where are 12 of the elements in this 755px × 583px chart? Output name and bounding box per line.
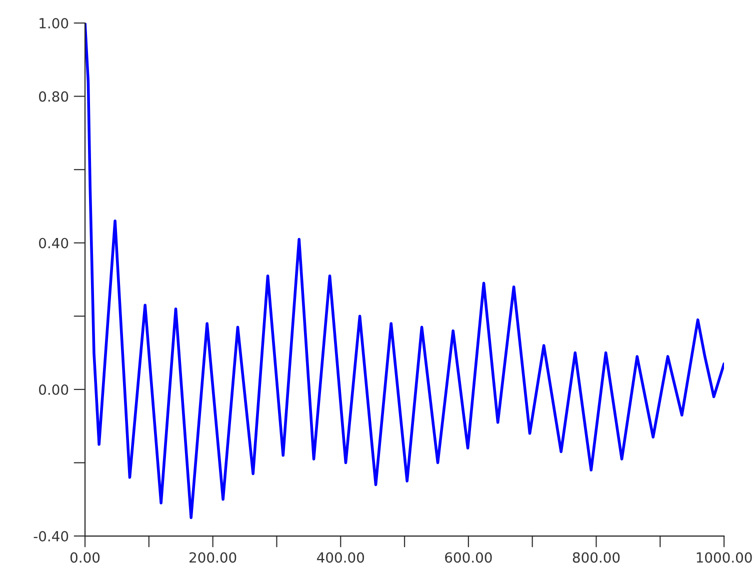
y-tick-label: 0.80 [39,91,68,102]
line-series [85,23,724,520]
y-tick-label: 0.40 [39,238,68,248]
x-tick-label: 200.00 [190,552,236,563]
x-tick-label: 1000.00 [696,552,752,563]
x-tick-label: 800.00 [572,552,620,563]
x-tick-label: 600.00 [445,552,492,563]
y-tick-label: 0.00 [39,384,68,395]
y-tick-label: 1.00 [40,18,68,29]
x-tick-label: 0.00 [70,552,100,563]
y-tick-label: -0.40 [34,530,68,542]
x-tick-label: 400.00 [317,552,364,563]
